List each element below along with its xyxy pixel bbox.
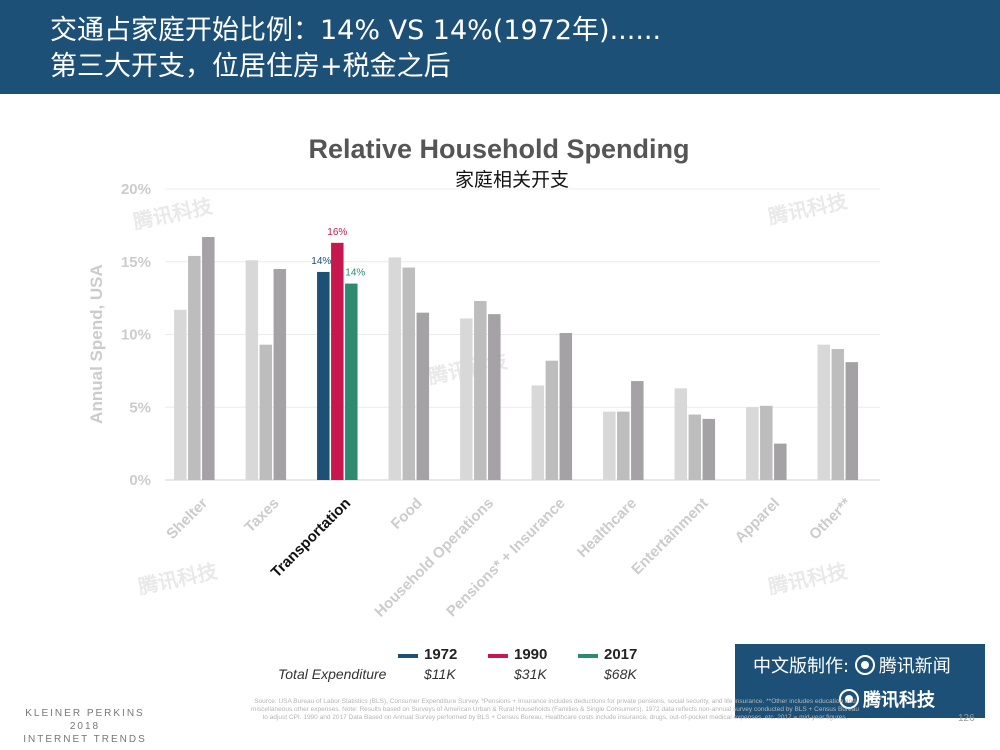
- slide-title-line-2: 第三大开支，位居住房+税金之后: [50, 51, 451, 82]
- bars-layer: [174, 237, 859, 480]
- bar-household-operations-1972: [460, 318, 473, 480]
- tencent-logo-icon: [839, 689, 859, 709]
- bar-other--2017: [845, 362, 859, 480]
- data-labels-layer: 14% 16% 14%: [311, 227, 365, 279]
- grid-lines: [165, 188, 880, 481]
- x-category-label: Other**: [806, 495, 855, 544]
- bar-shelter-1990: [188, 255, 201, 480]
- footer-brand-line-1: KLEINER PERKINS: [25, 708, 145, 719]
- bar-other--1990: [831, 349, 845, 480]
- legend-year-1990: 1990: [514, 646, 548, 663]
- data-label: 16%: [327, 227, 347, 238]
- bar-entertainment-2017: [702, 418, 716, 480]
- brand-line-2: 腾讯科技: [839, 686, 935, 712]
- watermark-text: 腾讯科技: [766, 189, 850, 229]
- brand-tech: 腾讯科技: [863, 690, 935, 711]
- x-category-label: Shelter: [163, 495, 211, 543]
- footer-brand-line-3: INTERNET TRENDS: [23, 734, 147, 745]
- bar-healthcare-1990: [617, 411, 630, 480]
- legend-swatch-1990: [488, 654, 508, 658]
- header-banner: 交通占家庭开始比例：14% VS 14%(1972年)...... 第三大开支，…: [0, 0, 1000, 94]
- legend-swatch-2017: [578, 654, 598, 658]
- tencent-logo-icon: [854, 655, 875, 675]
- brand-badge: 中文版制作: 腾讯新闻 腾讯科技: [735, 644, 985, 718]
- footer-brand: KLEINER PERKINS 2018 INTERNET TRENDS: [10, 707, 160, 746]
- brand-news: 腾讯新闻: [878, 656, 951, 677]
- watermark-text: 腾讯科技: [136, 559, 220, 599]
- data-label: 14%: [345, 268, 365, 279]
- y-tick-label: 15%: [121, 254, 151, 271]
- bar-shelter-2017: [202, 237, 215, 480]
- bar-transportation-1990: [331, 242, 344, 480]
- bar-shelter-1972: [174, 309, 187, 480]
- chart-subtitle: 家庭相关开支: [455, 169, 569, 191]
- x-category-label: Household Operations: [371, 495, 497, 621]
- source-note: Source: USA Bureau of Labor Statistics (…: [251, 698, 859, 721]
- chart-area: 腾讯科技腾讯科技腾讯科技腾讯科技腾讯科技 Relative Household …: [87, 134, 880, 621]
- legend-year-2017: 2017: [604, 646, 638, 663]
- legend-amount-1972: $11K: [424, 666, 456, 682]
- bar-apparel-1972: [746, 407, 759, 480]
- brand-made-by: 中文版制作:: [753, 656, 850, 677]
- bar-food-1990: [402, 267, 416, 480]
- x-category-label: Entertainment: [628, 495, 711, 578]
- chart-title: Relative Household Spending: [308, 134, 689, 164]
- bar-entertainment-1990: [688, 414, 702, 480]
- watermark-text: 腾讯科技: [131, 194, 215, 234]
- bar-pensions-insurance-1990: [545, 360, 559, 480]
- bar-pensions-insurance-2017: [559, 333, 573, 480]
- y-tick-label: 20%: [121, 181, 151, 198]
- legend: Total Expenditure 1972 $11K 1990 $31K 20…: [270, 644, 690, 690]
- legend-year-1972: 1972: [424, 646, 458, 663]
- bar-apparel-1990: [760, 405, 773, 480]
- y-axis-label: Annual Spend, USA: [87, 264, 106, 424]
- footer-brand-line-2: 2018: [69, 721, 101, 732]
- bar-pensions-insurance-1972: [531, 385, 545, 480]
- y-tick-label: 0%: [129, 472, 151, 489]
- x-category-label: Food: [388, 495, 426, 533]
- bar-transportation-1972: [317, 271, 330, 480]
- x-category-label: Apparel: [732, 495, 784, 547]
- y-tick-label: 5%: [129, 399, 151, 416]
- legend-swatch-1972: [398, 654, 418, 658]
- bar-healthcare-1972: [603, 411, 616, 480]
- bar-apparel-2017: [774, 443, 787, 480]
- bar-household-operations-2017: [488, 314, 501, 480]
- watermark-text: 腾讯科技: [766, 559, 850, 599]
- y-tick-label: 10%: [121, 327, 151, 344]
- bar-food-1972: [388, 257, 402, 480]
- bar-other--1972: [817, 344, 831, 480]
- data-label: 14%: [311, 256, 331, 267]
- bar-transportation-2017: [345, 283, 358, 480]
- x-category-label: Healthcare: [574, 495, 640, 561]
- brand-line-1: 中文版制作: 腾讯新闻: [753, 652, 951, 678]
- bar-healthcare-2017: [631, 381, 644, 480]
- legend-amount-1990: $31K: [514, 666, 547, 682]
- bar-entertainment-1972: [674, 388, 688, 480]
- bar-household-operations-1990: [474, 301, 487, 480]
- bar-taxes-1972: [245, 260, 259, 480]
- bar-taxes-1990: [259, 344, 273, 480]
- legend-total-label: Total Expenditure: [278, 666, 387, 682]
- bar-taxes-2017: [273, 269, 287, 480]
- legend-amount-2017: $68K: [604, 666, 637, 682]
- x-category-label: Taxes: [241, 495, 282, 536]
- y-axis-ticks: 0% 5% 10% 15% 20%: [121, 181, 151, 489]
- x-category-label: Pensions* + Insurance: [443, 495, 569, 621]
- slide-title-line-1: 交通占家庭开始比例：14% VS 14%(1972年)......: [50, 15, 662, 46]
- bar-food-2017: [416, 312, 430, 480]
- page-number: 126: [958, 713, 975, 724]
